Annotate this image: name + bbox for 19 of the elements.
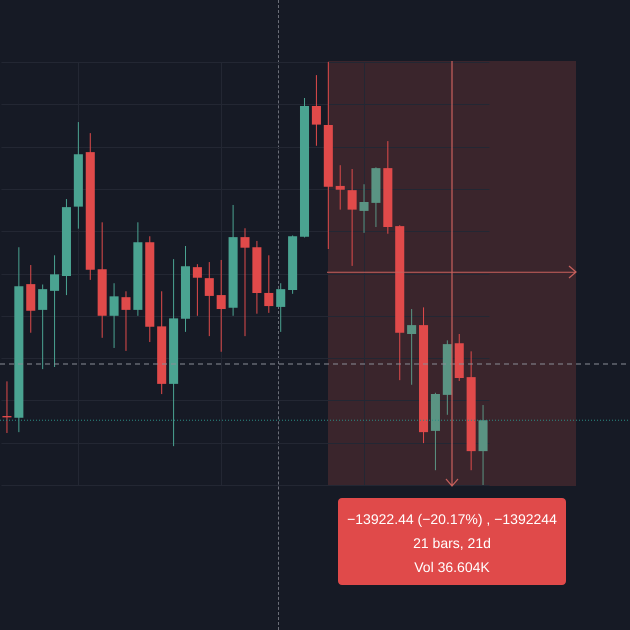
candlestick [407, 308, 416, 386]
candlestick [110, 282, 119, 348]
candlestick [216, 259, 226, 352]
text: Vol 36.604K [413, 558, 491, 577]
candlestick [276, 282, 286, 332]
candlestick [38, 284, 48, 370]
candlestick [312, 74, 321, 146]
candlestick [2, 380, 12, 434]
candlestick [336, 164, 345, 210]
text: 21 bars, 21d [412, 534, 492, 553]
candlestick [264, 254, 274, 314]
candlestick [192, 264, 202, 316]
candlestick [121, 290, 130, 352]
candlestick [240, 228, 250, 337]
candlestick [204, 262, 214, 337]
text: −13922.44 (−20.17%) , −1392244 [346, 510, 558, 529]
candlestick [50, 254, 60, 368]
candlestick [360, 184, 369, 234]
candlestick [348, 168, 357, 266]
